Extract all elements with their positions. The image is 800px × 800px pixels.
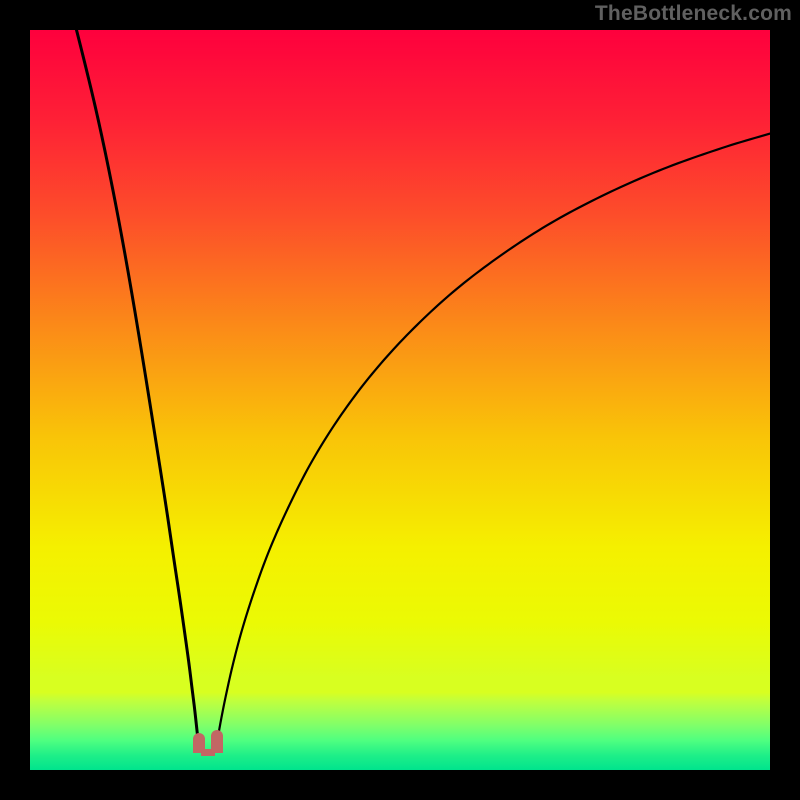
branding-label: TheBottleneck.com bbox=[595, 2, 792, 26]
trough-marker bbox=[211, 730, 223, 753]
gradient-plot bbox=[30, 30, 770, 770]
gradient-background bbox=[30, 30, 770, 770]
plot-area bbox=[30, 30, 770, 770]
